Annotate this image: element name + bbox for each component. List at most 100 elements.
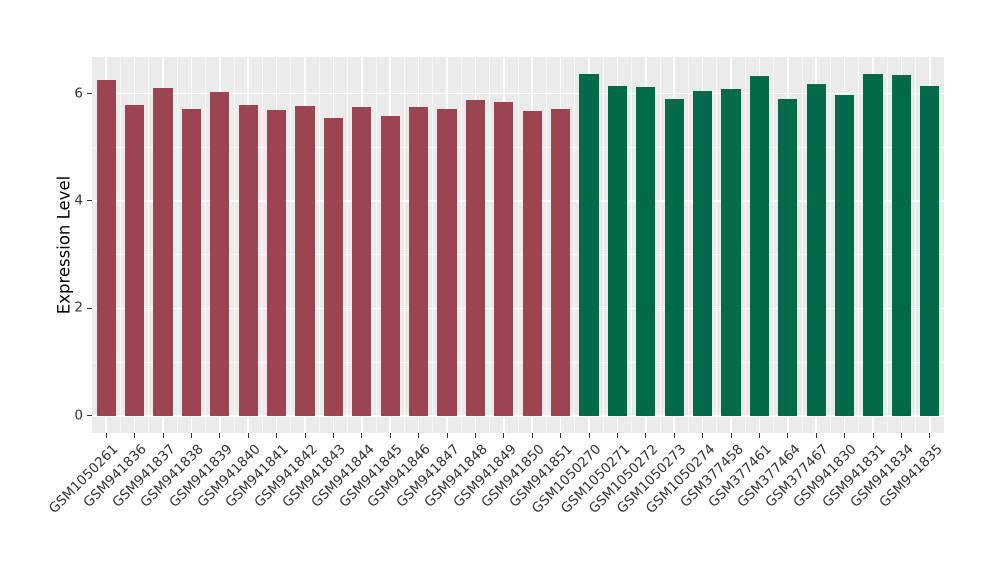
bar <box>579 74 599 416</box>
bar <box>494 101 514 416</box>
bar <box>352 107 372 416</box>
gridline-minor-vertical <box>432 57 434 433</box>
gridline-minor-vertical <box>546 57 547 433</box>
gridline-minor-vertical <box>915 57 916 433</box>
gridline-minor-vertical <box>148 57 150 433</box>
gridline-minor-vertical <box>659 57 661 433</box>
gridline-minor-vertical <box>489 57 490 433</box>
x-tick-mark <box>474 433 476 438</box>
x-tick-mark <box>616 433 618 438</box>
x-tick-mark <box>190 433 192 438</box>
y-tick-label: 0 <box>74 407 83 424</box>
gridline-minor-vertical <box>517 57 519 433</box>
gridline-minor-vertical <box>120 57 121 433</box>
y-tick-mark <box>87 93 92 95</box>
x-tick-mark <box>758 433 760 438</box>
bar <box>295 105 315 416</box>
bar <box>920 86 940 416</box>
gridline-minor-vertical <box>375 57 377 433</box>
gridline-minor-vertical <box>574 57 576 433</box>
gridline-minor-vertical <box>744 57 746 433</box>
gridline-minor-vertical <box>460 57 462 433</box>
x-tick-mark <box>418 433 420 438</box>
x-tick-mark <box>645 433 647 438</box>
x-tick-mark <box>560 433 562 438</box>
y-axis-title: Expression Level <box>54 175 74 315</box>
bar <box>721 89 741 416</box>
bar <box>692 91 713 416</box>
x-tick-mark <box>105 433 107 438</box>
bar <box>778 98 798 416</box>
gridline-minor-vertical <box>830 57 831 433</box>
plot-panel <box>92 57 944 433</box>
x-tick-mark <box>787 433 789 438</box>
y-tick-mark <box>87 307 92 309</box>
y-tick-mark <box>87 415 92 417</box>
x-tick-mark <box>389 433 391 438</box>
bar <box>522 110 542 416</box>
bar <box>863 74 883 416</box>
x-tick-mark <box>900 433 902 438</box>
bar <box>96 79 116 416</box>
x-tick-mark <box>872 433 874 438</box>
x-tick-mark <box>162 433 164 438</box>
x-tick-mark <box>673 433 675 438</box>
gridline-minor-vertical <box>773 57 774 433</box>
gridline-minor-vertical <box>602 57 604 433</box>
gridline-minor-vertical <box>262 57 263 433</box>
x-tick-mark <box>503 433 505 438</box>
bar <box>437 108 457 416</box>
bar <box>550 109 571 416</box>
x-tick-mark <box>588 433 590 438</box>
gridline-minor-vertical <box>347 57 348 433</box>
x-tick-mark <box>219 433 221 438</box>
x-tick-mark <box>134 433 136 438</box>
x-tick-mark <box>702 433 704 438</box>
x-tick-mark <box>531 433 533 438</box>
bar <box>210 91 230 416</box>
gridline-minor-vertical <box>688 57 689 433</box>
bar <box>664 99 684 416</box>
bar <box>408 107 429 416</box>
bar <box>323 118 344 416</box>
gridline-minor-vertical <box>801 57 803 433</box>
gridline-minor-vertical <box>404 57 405 433</box>
gridline-minor-vertical <box>233 57 235 433</box>
bar <box>266 110 287 416</box>
x-tick-mark <box>276 433 278 438</box>
bar <box>153 88 173 416</box>
x-tick-mark <box>361 433 363 438</box>
gridline-minor-vertical <box>318 57 320 433</box>
y-tick-mark <box>87 200 92 202</box>
y-tick-label: 6 <box>74 84 83 101</box>
bar <box>607 86 628 416</box>
gridline-minor-vertical <box>716 57 718 433</box>
bar <box>834 95 855 416</box>
gridline-minor-vertical <box>886 57 888 433</box>
y-tick-label: 4 <box>74 192 83 209</box>
x-tick-mark <box>815 433 817 438</box>
x-tick-mark <box>446 433 448 438</box>
gridline-minor-vertical <box>205 57 206 433</box>
bar <box>806 84 826 416</box>
x-tick-mark <box>844 433 846 438</box>
bar <box>124 104 145 416</box>
gridline-minor-vertical <box>290 57 292 433</box>
gridline-minor-vertical <box>858 57 860 433</box>
x-tick-mark <box>304 433 306 438</box>
bar <box>380 116 400 416</box>
bar <box>749 75 770 416</box>
x-tick-mark <box>929 433 931 438</box>
y-tick-label: 2 <box>74 299 83 316</box>
bar <box>238 105 258 416</box>
bar <box>636 87 656 416</box>
gridline-minor-vertical <box>631 57 632 433</box>
bar <box>181 109 202 416</box>
bar <box>465 99 486 416</box>
bar <box>891 74 912 416</box>
gridline-minor-vertical <box>176 57 178 433</box>
x-tick-mark <box>730 433 732 438</box>
x-tick-mark <box>247 433 249 438</box>
x-tick-mark <box>332 433 334 438</box>
